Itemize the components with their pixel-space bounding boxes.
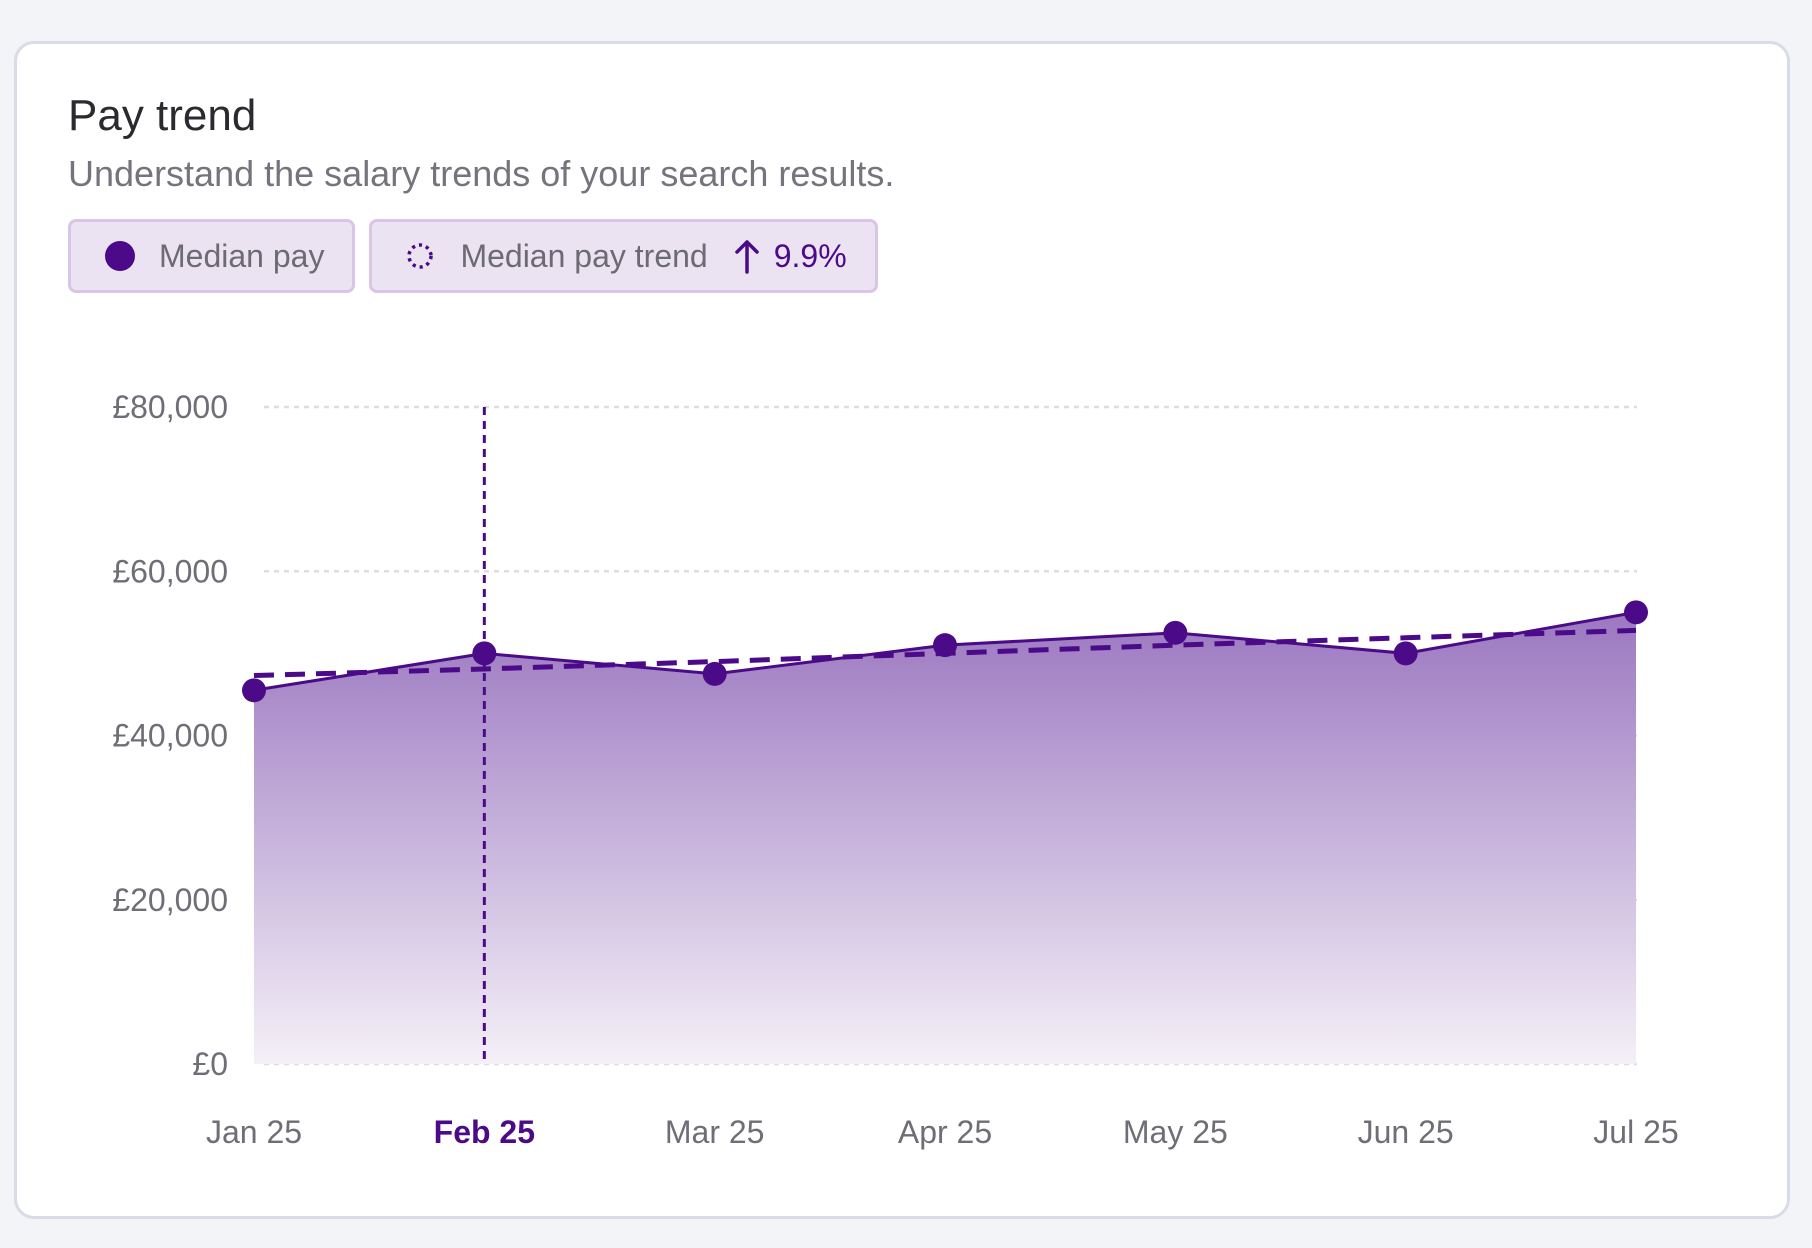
trend-change-value: 9.9%: [773, 237, 847, 274]
x-tick-label: Mar 25: [665, 1114, 765, 1150]
y-tick-label: £20,000: [112, 882, 228, 918]
y-tick-label: £80,000: [112, 389, 228, 425]
chart-legend: Median pay Median pay trend 9.9%: [68, 219, 878, 293]
median-pay-point[interactable]: [702, 661, 727, 686]
median-pay-point[interactable]: [1393, 641, 1418, 666]
x-tick-label: Feb 25: [434, 1114, 535, 1150]
median-pay-point[interactable]: [1163, 620, 1188, 645]
card-title: Pay trend: [68, 91, 257, 140]
legend-median-pay-trend-label: Median pay trend: [460, 237, 708, 274]
filled-circle-icon: [105, 241, 135, 271]
y-tick-label: £60,000: [112, 553, 228, 589]
median-pay-area: [254, 612, 1636, 1064]
y-tick-label: £0: [192, 1046, 228, 1082]
median-pay-point[interactable]: [242, 678, 266, 703]
y-tick-label: £40,000: [112, 718, 228, 754]
x-tick-label: Apr 25: [898, 1114, 992, 1150]
median-pay-point[interactable]: [472, 641, 497, 666]
dotted-circle-icon: [407, 243, 434, 269]
x-tick-label: Jul 25: [1593, 1114, 1678, 1150]
x-tick-label: Jan 25: [206, 1114, 302, 1150]
legend-median-pay[interactable]: Median pay: [68, 219, 356, 293]
median-pay-point[interactable]: [1624, 600, 1648, 625]
arrow-up-icon: [734, 240, 759, 274]
median-pay-point[interactable]: [933, 633, 957, 658]
card-subtitle: Understand the salary trends of your sea…: [68, 153, 895, 194]
x-tick-label: May 25: [1123, 1114, 1228, 1150]
legend-median-pay-label: Median pay: [159, 237, 325, 274]
legend-median-pay-trend[interactable]: Median pay trend 9.9%: [369, 219, 878, 293]
x-tick-label: Jun 25: [1358, 1114, 1454, 1150]
